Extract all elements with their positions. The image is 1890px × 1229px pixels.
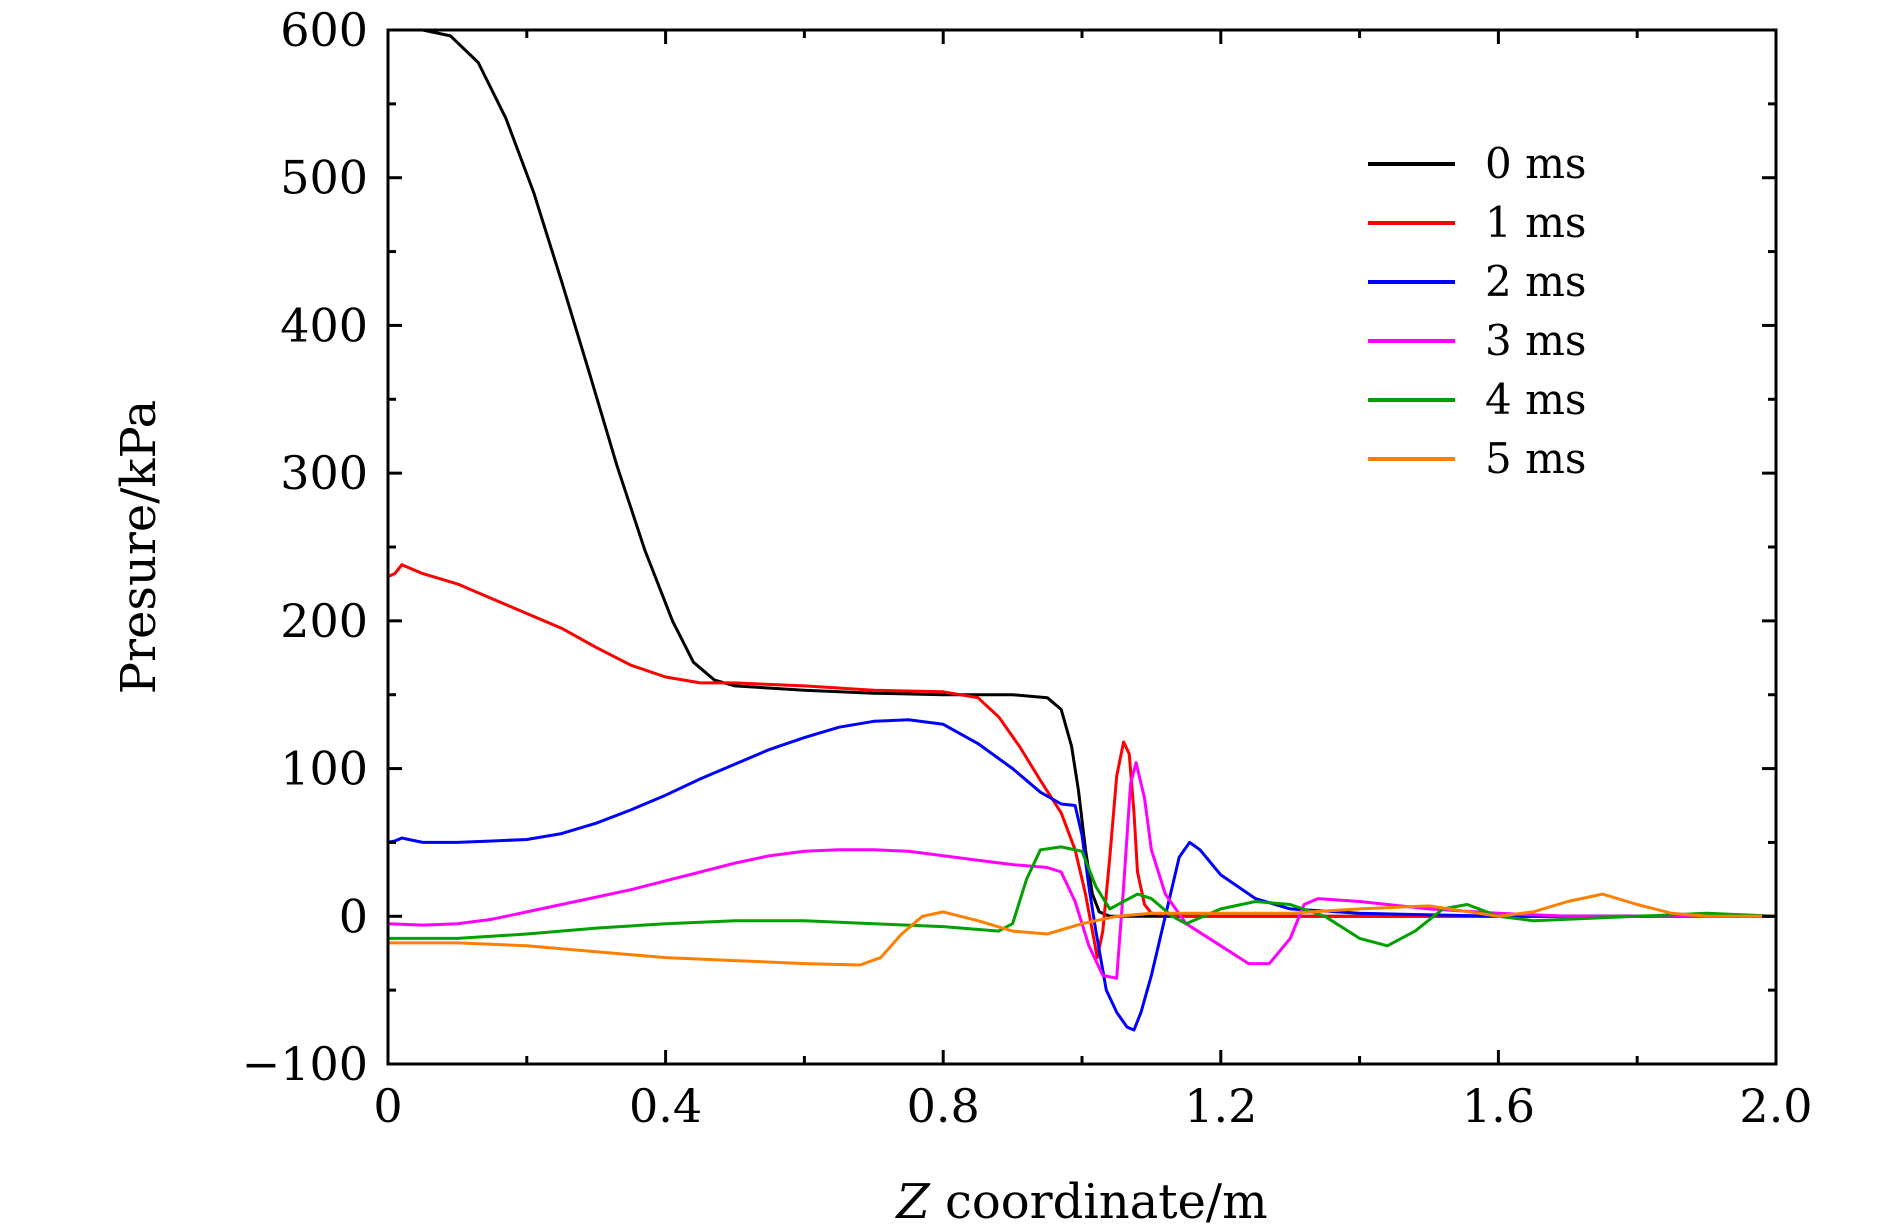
legend: 0 ms 1 ms 2 ms 3 ms 4 ms 5 ms: [1368, 139, 1586, 483]
series-line-1: [386, 563, 1778, 960]
x-tick-label: 1.6: [1462, 1079, 1535, 1133]
legend-label: 2 ms: [1485, 257, 1586, 306]
y-tick-label: 200: [280, 594, 368, 648]
x-tick-label: 0.8: [907, 1079, 980, 1133]
x-tick-label: 0: [373, 1079, 402, 1133]
legend-label: 5 ms: [1485, 434, 1586, 483]
legend-label: 1 ms: [1485, 198, 1586, 247]
series-line-3: [386, 761, 1778, 980]
y-tick-label: 300: [280, 446, 368, 500]
y-tick-label: 100: [280, 742, 368, 796]
series-line-2: [386, 718, 1778, 1032]
series-line-4: [386, 845, 1778, 948]
legend-label: 3 ms: [1485, 316, 1586, 365]
y-axis-label: Presure/kPa: [111, 400, 167, 695]
series-line-5: [386, 892, 1778, 967]
x-tick-label: 1.2: [1184, 1079, 1257, 1133]
x-tick-label: 0.4: [629, 1079, 702, 1133]
x-axis-label-variable: Z: [894, 1174, 931, 1229]
legend-label: 0 ms: [1485, 139, 1586, 188]
legend-label: 4 ms: [1485, 375, 1586, 424]
ticks-layer: [386, 28, 1778, 1066]
y-tick-label: 400: [280, 298, 368, 352]
x-axis-label: Z coordinate/m: [894, 1174, 1267, 1229]
x-axis-label-text: coordinate/m: [930, 1174, 1268, 1229]
y-tick-label: 500: [280, 151, 368, 205]
x-tick-label: 2.0: [1739, 1079, 1812, 1133]
series-layer: [386, 28, 1778, 1032]
series-line-0: [386, 28, 1778, 918]
y-tick-label: 0: [339, 889, 368, 943]
y-tick-label: −100: [242, 1037, 368, 1091]
y-tick-label: 600: [280, 3, 368, 57]
